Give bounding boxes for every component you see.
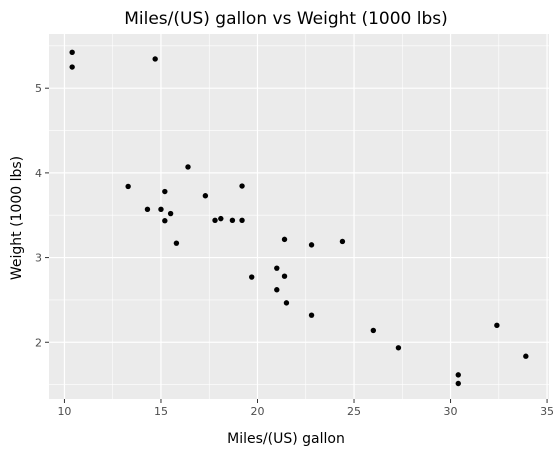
data-point	[308, 242, 315, 248]
data-point	[281, 236, 288, 243]
x-tick-label: 30	[444, 405, 458, 418]
data-point	[152, 56, 158, 62]
y-axis-ticks: 2 3 4 5	[35, 82, 49, 349]
data-point	[69, 49, 75, 55]
data-point	[229, 217, 236, 224]
data-point	[69, 64, 75, 70]
x-tick-label: 10	[57, 405, 71, 418]
data-point	[455, 372, 461, 378]
y-tick-label: 3	[35, 252, 42, 265]
data-point	[281, 273, 288, 279]
major-gridlines	[49, 34, 549, 399]
data-point	[494, 322, 500, 329]
data-point	[162, 218, 168, 224]
data-points	[69, 49, 529, 387]
data-point	[523, 353, 529, 359]
data-point	[173, 240, 180, 246]
minor-gridlines	[49, 34, 549, 399]
y-tick-label: 5	[35, 82, 42, 95]
data-point	[395, 345, 402, 351]
data-point	[185, 164, 191, 170]
data-point	[370, 327, 377, 334]
y-tick-label: 2	[35, 336, 42, 349]
y-tick-label: 4	[35, 167, 42, 180]
x-axis-ticks: 10 15 20 25 30 35	[57, 399, 554, 418]
data-point	[202, 193, 209, 199]
x-tick-label: 35	[540, 405, 554, 418]
data-point	[218, 215, 224, 222]
x-axis-label: Miles/(US) gallon	[227, 431, 345, 447]
y-axis-label: Weight (1000 lbs)	[9, 156, 25, 280]
plot-background	[49, 34, 549, 399]
data-point	[455, 380, 461, 387]
x-tick-label: 15	[154, 405, 168, 418]
data-point	[274, 287, 280, 293]
data-point	[162, 188, 168, 195]
x-tick-label: 25	[347, 405, 361, 418]
data-point	[125, 183, 131, 190]
data-point	[249, 274, 255, 280]
data-point	[339, 238, 346, 245]
data-point	[274, 265, 280, 271]
data-point	[212, 217, 218, 224]
data-point	[283, 300, 290, 306]
x-tick-label: 20	[250, 405, 264, 418]
data-point	[308, 312, 315, 318]
data-point	[158, 206, 164, 213]
data-point	[167, 210, 174, 217]
data-point	[144, 206, 151, 213]
data-point	[239, 217, 245, 224]
data-point	[239, 183, 245, 189]
chart-title: Miles/(US) gallon vs Weight (1000 lbs)	[124, 9, 448, 29]
